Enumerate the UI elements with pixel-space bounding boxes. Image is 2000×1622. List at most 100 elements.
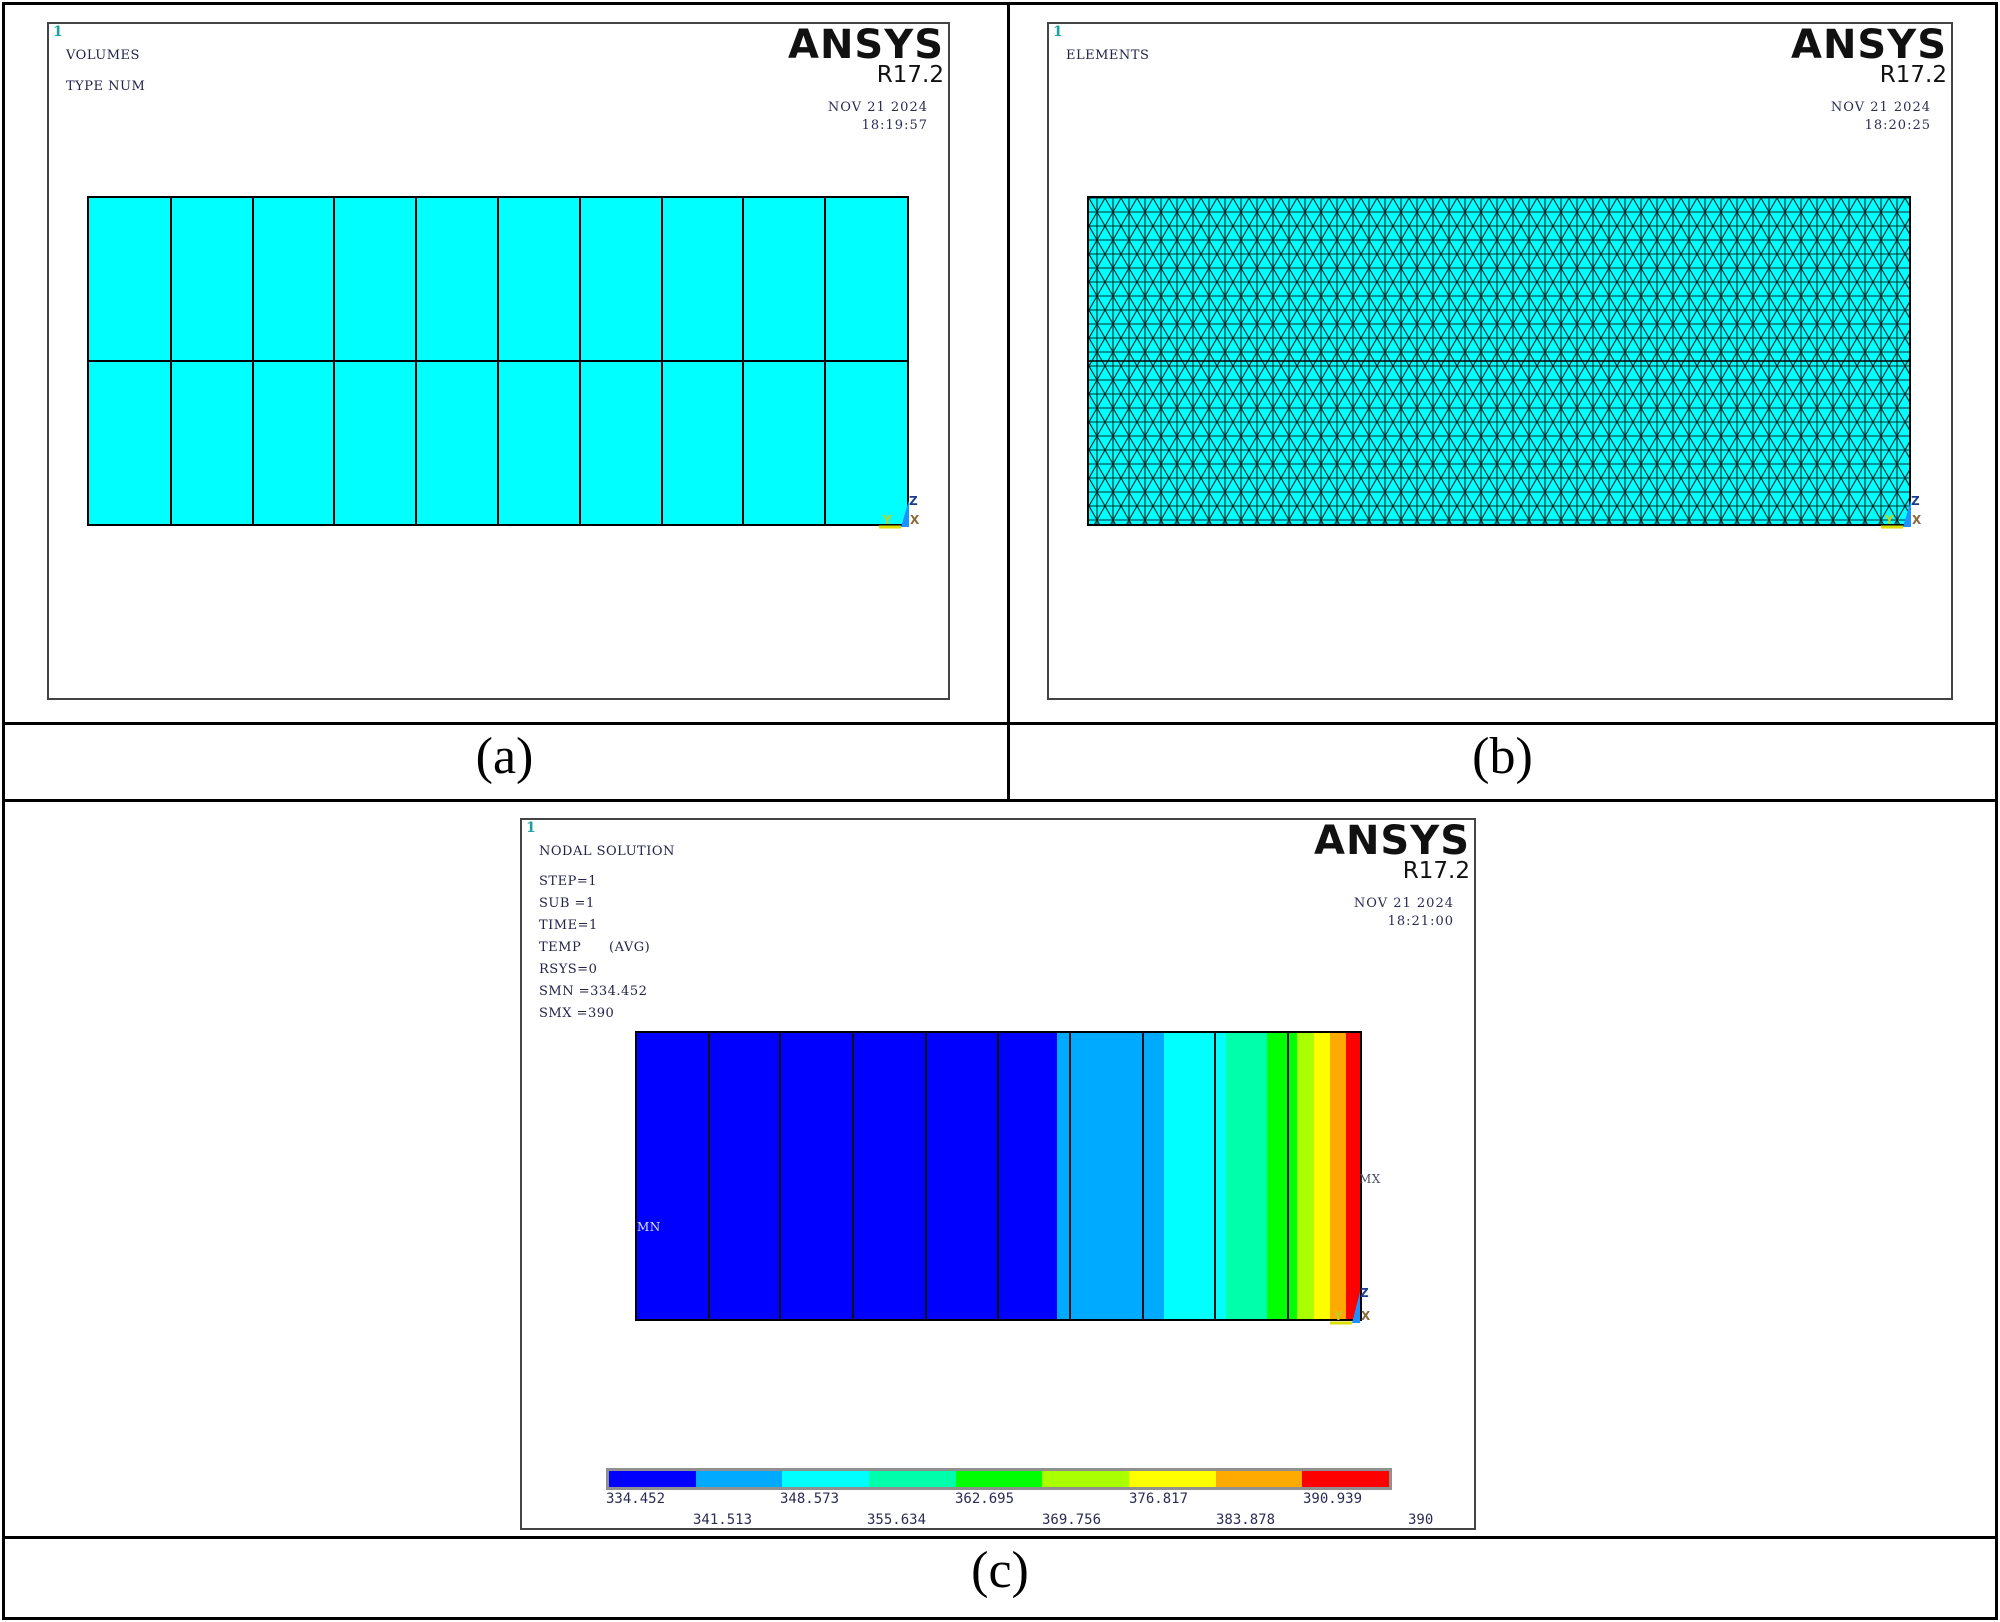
contour-band-1	[637, 1033, 1057, 1319]
triad-y-label: Y	[883, 513, 892, 527]
legend-label: 348.573	[780, 1491, 840, 1507]
table-border-row1	[2, 722, 1998, 725]
legend-label: 390	[1408, 1512, 1434, 1528]
legend-label: 334.452	[606, 1491, 666, 1507]
ansys-version: R17.2	[1879, 62, 1947, 88]
element-edge	[1214, 1033, 1216, 1319]
caption-b: (b)	[1472, 728, 1533, 785]
caption-c: (c)	[971, 1542, 1029, 1599]
caption-a: (a)	[475, 728, 534, 785]
element-edge	[1069, 1033, 1071, 1319]
table-border-right	[1995, 2, 1998, 1620]
ansys-logo: ANSYS	[787, 22, 944, 68]
temperature-contour: MN	[635, 1031, 1362, 1321]
legend-swatch-8	[1215, 1471, 1303, 1487]
min-marker: MN	[637, 1220, 661, 1234]
contour-band-8	[1330, 1033, 1346, 1319]
triad-z-label: Z	[909, 494, 918, 508]
info-rsys: RSYS=0	[539, 962, 598, 977]
legend-swatch-3	[782, 1471, 870, 1487]
legend-label: 390.939	[1303, 1491, 1363, 1507]
axis-triad: Z X Y	[879, 472, 919, 532]
table-divider-middle	[1007, 2, 1010, 802]
triad-z-label: Z	[1360, 1286, 1369, 1300]
volumes-grid	[87, 196, 909, 526]
legend-swatch-1	[609, 1471, 696, 1487]
legend-swatch-7	[1129, 1471, 1216, 1487]
panel-c-frame: 1 NODAL SOLUTION STEP=1 SUB =1 TIME=1 TE…	[520, 818, 1476, 1530]
legend-label: 355.634	[867, 1512, 927, 1528]
element-edge	[779, 1033, 781, 1319]
info-sub: SUB =1	[539, 896, 595, 911]
info-smn: SMN =334.452	[539, 984, 648, 999]
plot-label-type: TYPE NUM	[66, 79, 146, 94]
plot-date: NOV 21 2024	[1353, 896, 1454, 911]
element-edge	[1142, 1033, 1144, 1319]
window-number: 1	[526, 820, 536, 836]
legend-label: 341.513	[693, 1512, 753, 1528]
triad-icon	[879, 500, 909, 529]
triad-icon	[1881, 500, 1911, 529]
ansys-logo: ANSYS	[1313, 818, 1470, 864]
plot-time: 18:21:00	[1387, 914, 1454, 929]
info-step: STEP=1	[539, 874, 597, 889]
axis-triad: Z X Y	[1330, 1268, 1370, 1328]
legend-label: 369.756	[1042, 1512, 1102, 1528]
max-marker: MX	[1359, 1172, 1381, 1186]
element-edge	[852, 1033, 854, 1319]
table-border-bottom	[2, 1617, 1998, 1620]
contour-band-4	[1226, 1033, 1267, 1319]
plot-date: NOV 21 2024	[1830, 100, 1931, 115]
color-legend	[606, 1468, 1392, 1490]
triad-y-label: Y	[1334, 1309, 1343, 1323]
contour-band-2	[1057, 1033, 1164, 1319]
plot-title: NODAL SOLUTION	[539, 844, 675, 859]
legend-swatch-4	[869, 1471, 956, 1487]
plot-label-elements: ELEMENTS	[1066, 48, 1150, 63]
legend-swatch-6	[1042, 1471, 1130, 1487]
table-border-top	[2, 2, 1998, 5]
contour-band-7	[1314, 1033, 1330, 1319]
panel-a-frame: 1 VOLUMES TYPE NUM ANSYS R17.2 NOV 21 20…	[47, 22, 950, 700]
table-border-row2	[2, 799, 1998, 802]
legend-label: 383.878	[1216, 1512, 1276, 1528]
element-mesh	[1087, 196, 1911, 526]
element-edge	[925, 1033, 927, 1319]
plot-time: 18:19:57	[861, 118, 928, 133]
plot-label-volumes: VOLUMES	[66, 48, 140, 63]
legend-swatch-9	[1302, 1471, 1390, 1487]
ansys-logo: ANSYS	[1790, 22, 1947, 68]
panel-b-frame: 1 ELEMENTS ANSYS R17.2 NOV 21 2024 18:20…	[1047, 22, 1953, 700]
legend-swatch-5	[955, 1471, 1043, 1487]
axis-triad: Z X Y	[1881, 472, 1921, 532]
volume-divisions	[89, 198, 907, 524]
legend-swatch-2	[695, 1471, 783, 1487]
element-edge	[708, 1033, 710, 1319]
plot-date: NOV 21 2024	[827, 100, 928, 115]
ansys-version: R17.2	[876, 62, 944, 88]
triad-icon	[1330, 1292, 1360, 1325]
window-number: 1	[1053, 24, 1063, 40]
element-edge	[997, 1033, 999, 1319]
contour-band-6	[1297, 1033, 1314, 1319]
triangular-mesh	[1089, 198, 1909, 524]
triad-x-label: X	[910, 513, 920, 527]
triad-z-label: Z	[1911, 494, 1920, 508]
contour-band-3	[1164, 1033, 1226, 1319]
info-temp: TEMP (AVG)	[539, 940, 651, 955]
element-edge	[1287, 1033, 1289, 1319]
triad-x-label: X	[1912, 513, 1922, 527]
legend-label: 362.695	[955, 1491, 1015, 1507]
table-border-left	[2, 2, 5, 1620]
legend-label: 376.817	[1129, 1491, 1189, 1507]
info-time: TIME=1	[539, 918, 598, 933]
contour-band-9	[1346, 1033, 1360, 1319]
window-number: 1	[53, 24, 63, 40]
info-smx: SMX =390	[539, 1006, 615, 1021]
contour-band-5	[1267, 1033, 1297, 1319]
triad-y-label: Y	[1885, 513, 1894, 527]
ansys-version: R17.2	[1402, 858, 1470, 884]
triad-x-label: X	[1361, 1309, 1371, 1323]
table-border-row3	[2, 1536, 1998, 1539]
plot-time: 18:20:25	[1864, 118, 1931, 133]
